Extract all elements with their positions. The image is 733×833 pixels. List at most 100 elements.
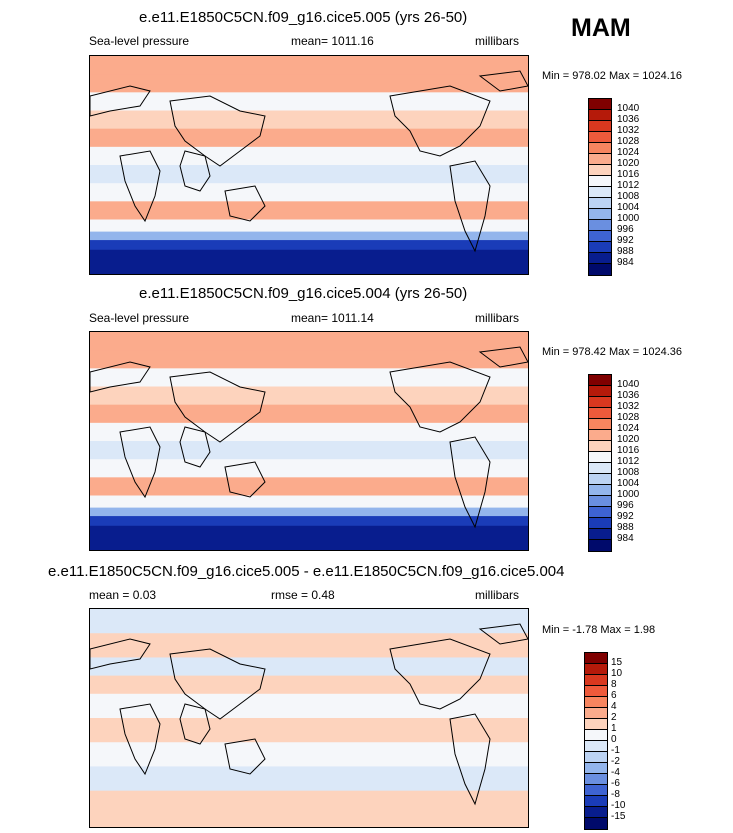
colorbar-swatch [589,143,611,154]
continent-outline [478,346,528,368]
colorbar-swatch [589,209,611,220]
continent-outline [389,85,491,157]
colorbar-tick-label: 10 [611,668,623,679]
colorbar-swatch [589,386,611,397]
panel-3-map-svg [90,609,528,827]
panel-3-mean-label: mean = 0.03 [89,588,157,602]
panel-2-units-label: millibars [475,311,520,325]
colorbar-swatch [589,474,611,485]
colorbar-tick-label: 0 [611,734,617,745]
continent-outline [478,70,528,92]
colorbar-swatch [585,686,607,697]
map-latitude-band [90,790,528,827]
continent-outline [179,150,211,192]
panel-3-units-label: millibars [475,588,520,602]
colorbar-tick-label: 8 [611,679,617,690]
map-latitude-band [90,507,528,517]
panel-2-title: e.e11.E1850C5CN.f09_g16.cice5.004 (yrs 2… [139,285,468,302]
panel-1-minmax: Min = 978.02 Max = 1024.16 [542,70,683,82]
map-latitude-band [90,404,528,424]
colorbar-tick-label: 6 [611,690,617,701]
continent-outline [224,738,266,775]
map-latitude-band [90,128,528,148]
map-latitude-band [90,201,528,220]
panel-3-colorbar [584,652,608,830]
panel-2-mean-label: mean= 1011.14 [291,311,374,325]
colorbar-tick-label: 1028 [617,412,640,423]
continent-outline [119,703,161,776]
colorbar-swatch [589,231,611,242]
colorbar-tick-label: 988 [617,246,634,257]
continent-outline [449,160,491,253]
panel-1-map-svg [90,56,528,274]
panel-1-mean-label: mean= 1011.16 [291,34,374,48]
colorbar-tick-label: -6 [611,778,620,789]
continent-outline [119,426,161,499]
map-latitude-band [90,74,528,93]
season-label: MAM [571,14,631,42]
map-latitude-band [90,219,528,233]
colorbar-swatch [589,518,611,529]
colorbar-swatch [589,99,611,110]
map-latitude-band [90,459,528,478]
panel-3-rmse-label: rmse = 0.48 [271,588,335,602]
panel-3-title: e.e11.E1850C5CN.f09_g16.cice5.005 - e.e1… [48,563,565,580]
colorbar-swatch [585,741,607,752]
map-latitude-band [90,657,528,677]
colorbar-tick-label: 1012 [617,180,640,191]
colorbar-tick-label: 1016 [617,169,640,180]
colorbar-swatch [585,763,607,774]
colorbar-tick-label: 1008 [617,467,640,478]
colorbar-swatch [589,397,611,408]
colorbar-tick-label: 992 [617,235,634,246]
colorbar-tick-label: 1024 [617,147,640,158]
colorbar-swatch [589,408,611,419]
colorbar-tick-label: 1004 [617,478,640,489]
colorbar-tick-label: -15 [611,811,626,822]
colorbar-swatch [589,110,611,121]
map-latitude-band [90,495,528,509]
map-latitude-band [90,240,528,251]
colorbar-tick-label: -2 [611,756,620,767]
map-latitude-band [90,718,528,743]
map-latitude-band [90,350,528,369]
colorbar-swatch [585,664,607,675]
map-latitude-band [90,231,528,241]
colorbar-tick-label: 1020 [617,158,640,169]
map-latitude-band [90,477,528,496]
colorbar-swatch [585,818,607,829]
panel-2-map-svg [90,332,528,550]
colorbar-swatch [585,719,607,730]
colorbar-swatch [589,419,611,430]
colorbar-swatch [585,697,607,708]
colorbar-swatch [585,774,607,785]
panel-2-colorbar [588,374,612,552]
colorbar-tick-label: 1036 [617,114,640,125]
colorbar-swatch [589,264,611,275]
colorbar-swatch [589,430,611,441]
colorbar-swatch [589,187,611,198]
panel-2-variable-label: Sea-level pressure [89,311,190,325]
map-latitude-band [90,693,528,719]
continent-outline [224,185,266,222]
colorbar-tick-label: 1016 [617,445,640,456]
map-latitude-band [90,249,528,274]
colorbar-tick-label: 1012 [617,456,640,467]
colorbar-swatch [589,242,611,253]
continent-outline [90,85,151,117]
map-latitude-band [90,110,528,130]
continent-outline [90,361,151,393]
map-latitude-band [90,609,528,634]
continent-outline [169,648,266,720]
colorbar-swatch [589,496,611,507]
map-latitude-band [90,386,528,406]
colorbar-tick-label: 1024 [617,423,640,434]
colorbar-swatch [585,785,607,796]
map-latitude-band [90,183,528,202]
colorbar-tick-label: 984 [617,533,634,544]
panel-2-minmax: Min = 978.42 Max = 1024.36 [542,346,683,358]
colorbar-swatch [589,132,611,143]
colorbar-tick-label: 1 [611,723,617,734]
colorbar-swatch [589,375,611,386]
colorbar-tick-label: -10 [611,800,626,811]
